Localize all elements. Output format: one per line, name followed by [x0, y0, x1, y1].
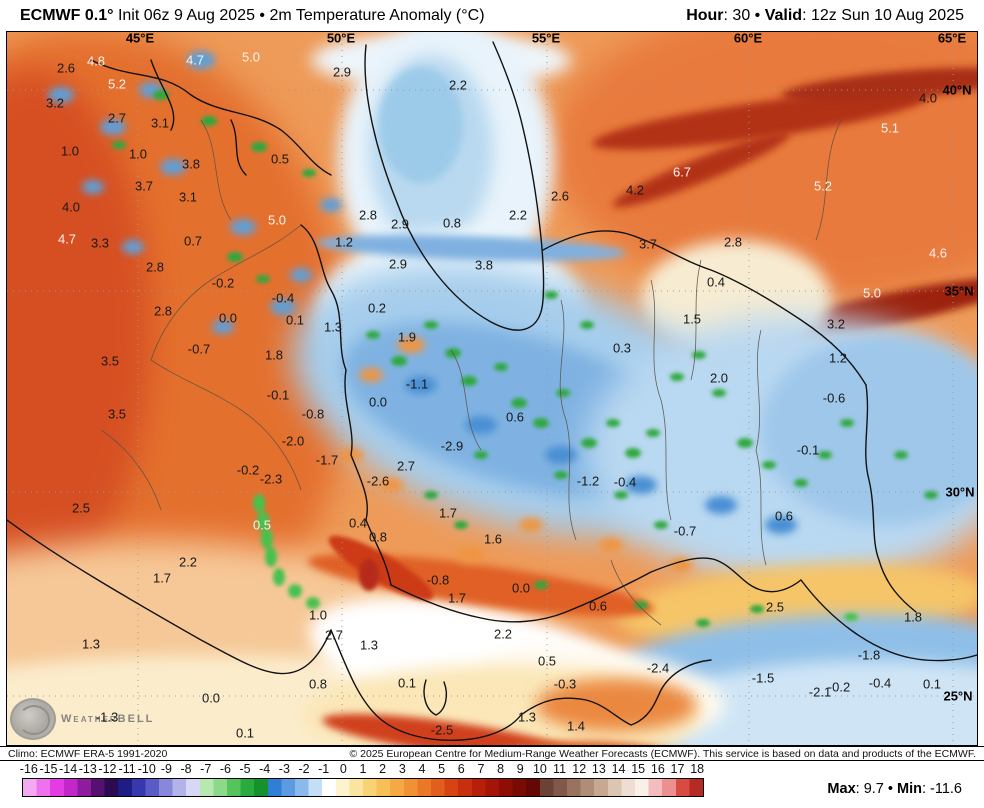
colorbar-tick: 4: [418, 762, 426, 776]
valid-label: Valid: [764, 6, 803, 24]
colorbar: [22, 778, 704, 797]
weatherbell-logo-text: WeatherBELL: [61, 713, 155, 725]
colorbar-tick: 3: [398, 762, 406, 776]
colorbar-tick: 17: [670, 762, 685, 776]
valid-value: : 12z Sun 10 Aug 2025: [802, 6, 964, 24]
colorbar-tick: 5: [438, 762, 446, 776]
colorbar-tick: 15: [631, 762, 646, 776]
climo-text: Climo: ECMWF ERA-5 1991-2020: [8, 747, 168, 760]
attribution-bar: Climo: ECMWF ERA-5 1991-2020 © 2025 Euro…: [0, 746, 984, 761]
title-rest: Init 06z 9 Aug 2025 • 2m Temperature Ano…: [113, 6, 485, 24]
colorbar-tick: -2: [298, 762, 310, 776]
colorbar-tick: 0: [339, 762, 347, 776]
min-value: : -11.6: [921, 781, 962, 797]
anomaly-field-graphic: [7, 32, 977, 745]
colorbar-tick: -1: [318, 762, 330, 776]
max-label: Max: [827, 781, 856, 797]
colorbar-tick: 11: [553, 762, 567, 776]
colorbar-tick: -3: [278, 762, 290, 776]
map-canvas: [6, 31, 978, 746]
colorbar-tick: 18: [690, 762, 705, 776]
colorbar-tick: 1: [359, 762, 367, 776]
max-value: : 9.7 •: [855, 781, 897, 797]
colorbar-tick: -10: [137, 762, 156, 776]
weatherbell-swirl-icon: [10, 698, 56, 740]
min-label: Min: [897, 781, 922, 797]
colorbar-tick: -6: [219, 762, 231, 776]
colorbar-tick: -14: [59, 762, 78, 776]
colorbar-tick: 12: [572, 762, 587, 776]
colorbar-tick: -15: [39, 762, 58, 776]
hour-label: Hour: [686, 6, 724, 24]
colorbar-tick: 6: [457, 762, 465, 776]
colorbar-tick: -11: [118, 762, 136, 776]
copyright-text: © 2025 European Centre for Medium-Range …: [349, 747, 976, 760]
model-name: ECMWF 0.1°: [20, 6, 114, 24]
colorbar-tick: 13: [591, 762, 606, 776]
colorbar-tick: -8: [180, 762, 192, 776]
colorbar-tick: -16: [19, 762, 38, 776]
weatherbell-logo: WeatherBELL: [10, 698, 154, 740]
colorbar-tick-row: -16 -15 -14 -13 -12 -11 -10 -9 -8 -7 -6 -5 -4 -3 -2 -1 0…: [19, 762, 707, 776]
colorbar-tick: 7: [477, 762, 485, 776]
map-title: ECMWF 0.1° Init 06z 9 Aug 2025 • 2m Temp…: [20, 7, 485, 25]
colorbar-tick: -4: [259, 762, 271, 776]
colorbar-tick: -7: [200, 762, 212, 776]
colorbar-tick: 2: [379, 762, 387, 776]
colorbar-tick: 10: [532, 762, 547, 776]
valid-time: Hour: 30 • Valid: 12z Sun 10 Aug 2025: [686, 7, 964, 25]
colorbar-tick: 8: [497, 762, 505, 776]
header-bar: ECMWF 0.1° Init 06z 9 Aug 2025 • 2m Temp…: [0, 0, 984, 31]
colorbar-tick: -12: [98, 762, 117, 776]
colorbar-tick: -9: [160, 762, 172, 776]
colorbar-tick: 14: [611, 762, 626, 776]
colorbar-tick: 9: [516, 762, 524, 776]
colorbar-tick: -5: [239, 762, 251, 776]
colorbar-tick: 16: [650, 762, 665, 776]
hour-value: : 30 •: [723, 6, 765, 24]
colorbar-tick: -13: [78, 762, 97, 776]
max-min-stats: Max: 9.7 • Min: -11.6: [827, 781, 962, 797]
